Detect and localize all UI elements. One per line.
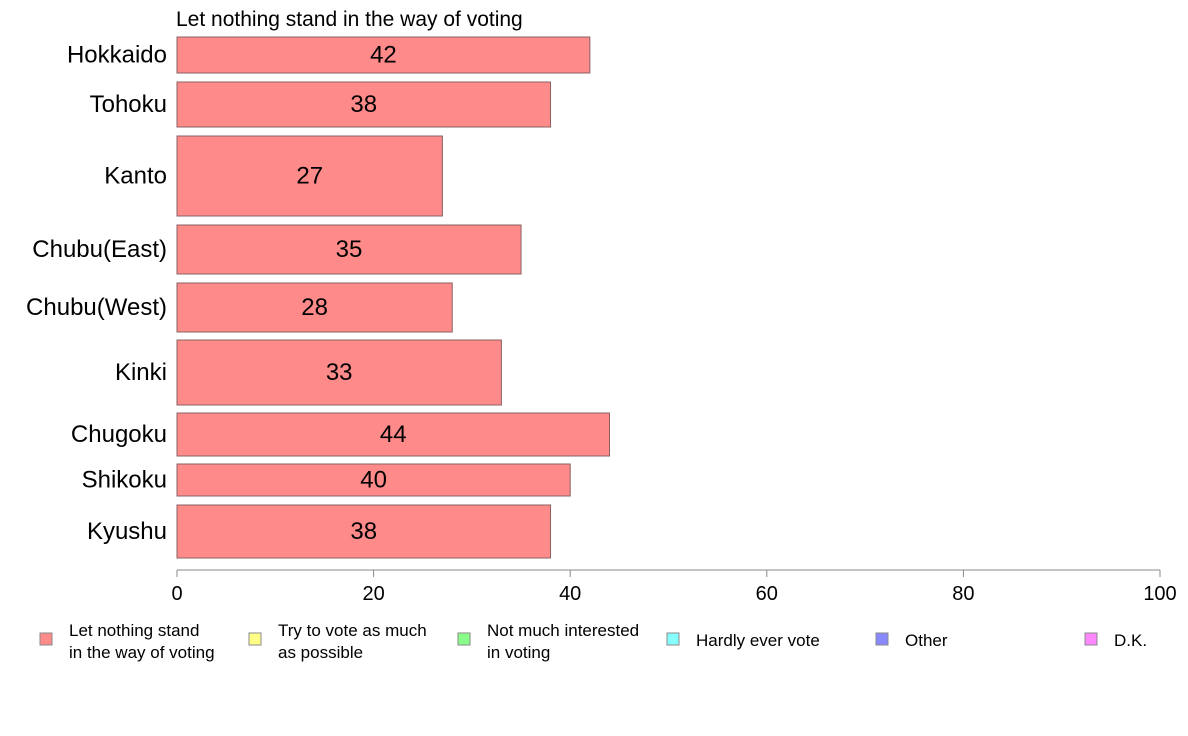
legend-label: Other <box>905 631 948 650</box>
category-label: Hokkaido <box>67 42 167 69</box>
data-label: 28 <box>301 294 328 321</box>
chart-title: Let nothing stand in the way of voting <box>176 8 523 31</box>
bar-kanto <box>176 135 443 217</box>
category-label: Chubu(East) <box>32 236 167 263</box>
legend-item: Hardly ever vote <box>666 631 820 650</box>
bar-chubu-west <box>176 282 453 333</box>
data-label: 33 <box>326 359 353 386</box>
legend-item: Let nothing stand in the way of voting <box>39 621 215 662</box>
bar-chugoku <box>176 412 611 457</box>
data-label: 44 <box>380 421 407 448</box>
x-tick-label: 0 <box>171 583 182 605</box>
x-tick-label: 80 <box>952 583 974 605</box>
legend-item: D.K. <box>1084 631 1147 650</box>
x-tick-label: 60 <box>756 583 778 605</box>
legend-swatch <box>875 632 889 646</box>
x-tick-label: 40 <box>559 583 581 605</box>
data-label: 38 <box>350 91 377 118</box>
category-label: Kanto <box>104 163 167 190</box>
bars-layer: Hokkaido 42 Tohoku 38 Kanto 27 Chubu(East) 35 Ch… <box>26 36 611 559</box>
legend-label: in voting <box>487 643 550 662</box>
legend-item: Not much interested in voting <box>457 621 639 662</box>
bar-kinki <box>176 339 502 406</box>
legend-item: Other <box>875 631 948 650</box>
legend-swatch <box>1084 632 1098 646</box>
data-label: 40 <box>360 467 387 494</box>
legend-swatch <box>39 632 53 646</box>
legend-swatch <box>666 632 680 646</box>
bar-hokkaido <box>176 36 591 74</box>
legend-label: as possible <box>278 643 363 662</box>
data-label: 27 <box>296 163 323 190</box>
legend-label: Try to vote as much <box>278 621 427 640</box>
legend-swatch <box>248 632 262 646</box>
x-tick-label: 100 <box>1143 583 1176 605</box>
bar-chubu-east <box>176 224 522 275</box>
legend-label: D.K. <box>1114 631 1147 650</box>
legend: Let nothing stand in the way of voting Try… <box>39 621 1147 662</box>
legend-label: Not much interested <box>487 621 639 640</box>
category-label: Tohoku <box>90 91 167 118</box>
x-axis: 0 20 40 60 80 100 <box>171 569 1177 605</box>
bar-shikoku <box>176 463 571 497</box>
category-label: Chubu(West) <box>26 294 167 321</box>
category-label: Chugoku <box>71 421 167 448</box>
legend-label: in the way of voting <box>69 643 215 662</box>
legend-label: Hardly ever vote <box>696 631 820 650</box>
data-label: 42 <box>370 42 397 69</box>
bar-tohoku <box>176 81 552 128</box>
legend-item: Try to vote as much as possible <box>248 621 427 662</box>
category-label: Kyushu <box>87 518 167 545</box>
legend-swatch <box>457 632 471 646</box>
category-label: Shikoku <box>82 467 167 494</box>
x-tick-label: 20 <box>362 583 384 605</box>
data-label: 38 <box>350 518 377 545</box>
category-label: Kinki <box>115 359 167 386</box>
bar-kyushu <box>176 504 552 559</box>
legend-label: Let nothing stand <box>69 621 199 640</box>
data-label: 35 <box>336 236 363 263</box>
